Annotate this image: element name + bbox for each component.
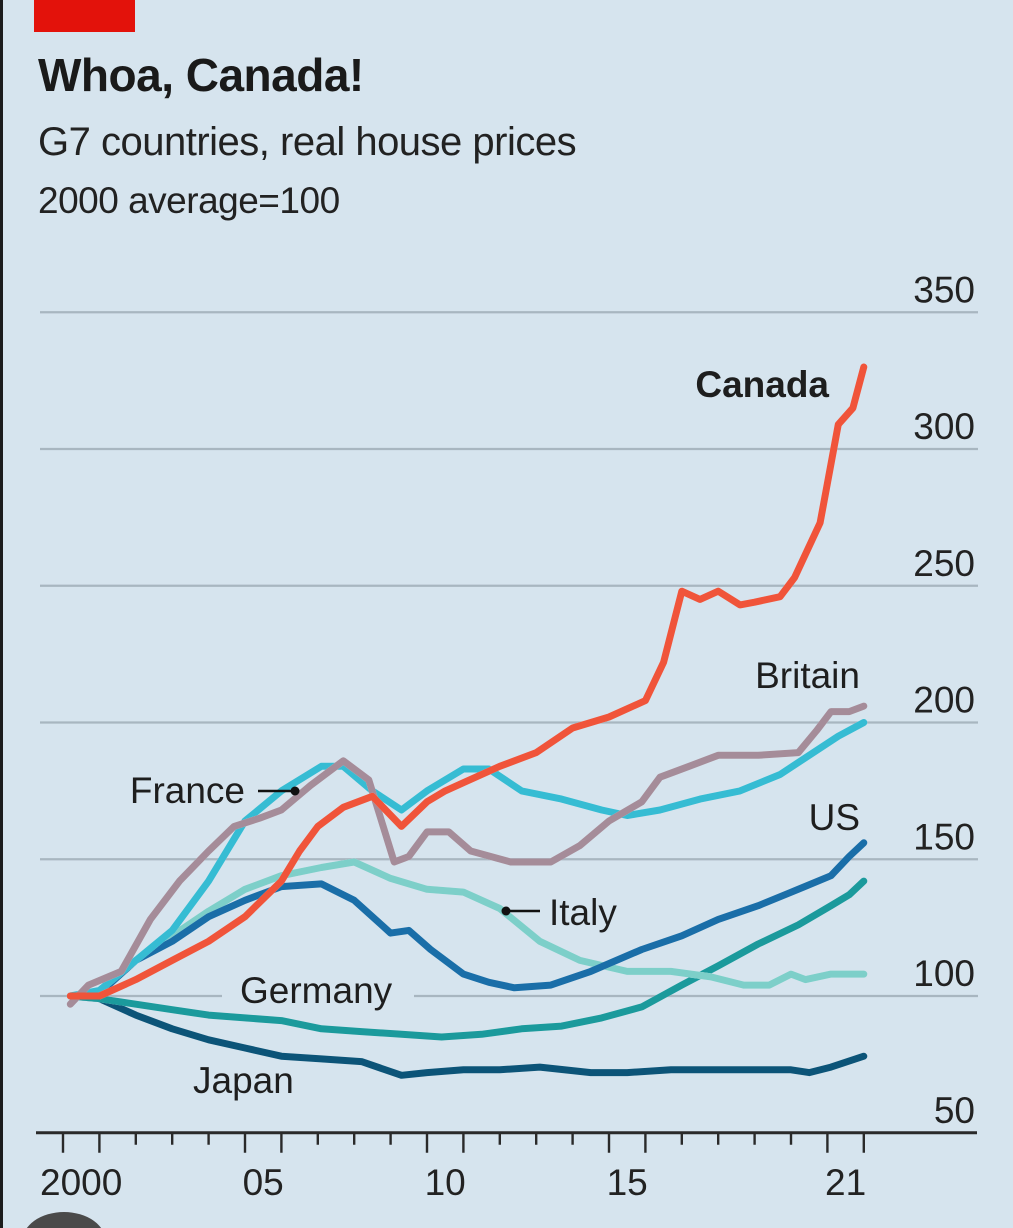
germany-label-bg [222, 985, 414, 1007]
series-label-italy: Italy [549, 892, 617, 933]
y-tick-label: 50 [934, 1090, 975, 1131]
x-axis: 2000 05 10 15 21 [36, 1131, 977, 1203]
series-lines [66, 363, 868, 1079]
series-label-japan: Japan [193, 1060, 294, 1101]
series-labels: Canada Britain France Italy US Germany J… [130, 364, 860, 1101]
series-halo-britain [66, 702, 868, 1008]
y-tick-label: 100 [913, 953, 975, 994]
series-label-germany: Germany [240, 970, 393, 1011]
series-label-britain: Britain [755, 655, 860, 696]
y-tick-label: 250 [913, 543, 975, 584]
x-tick-label: 05 [243, 1162, 284, 1203]
x-tick-label: 10 [425, 1162, 466, 1203]
series-label-us: US [809, 797, 860, 838]
series-line-italy [66, 858, 868, 1000]
series-line-canada [66, 363, 868, 1000]
series-line-france [66, 719, 868, 1000]
series-label-canada: Canada [695, 364, 829, 405]
y-tick-label: 350 [913, 269, 975, 310]
series-line-japan [66, 992, 868, 1079]
chart-subtitle: G7 countries, real house prices [38, 120, 577, 164]
y-axis: 50 100 150 200 250 300 350 [913, 269, 975, 1131]
x-tick-label: 2000 [40, 1162, 122, 1203]
y-tick-label: 300 [913, 406, 975, 447]
series-line-britain [66, 702, 868, 1008]
x-tick-label: 21 [825, 1162, 866, 1203]
x-tick-label: 15 [607, 1162, 648, 1203]
annotations [258, 786, 540, 916]
chart-title: Whoa, Canada! [38, 49, 364, 101]
italy-leader-dot [501, 906, 511, 916]
series-line-us [66, 839, 868, 1000]
overlay-button[interactable] [22, 1212, 106, 1228]
unit-note: 2000 average=100 [38, 180, 340, 221]
series-line-germany [66, 877, 868, 1041]
brand-tag [34, 0, 135, 32]
y-tick-label: 200 [913, 680, 975, 721]
y-tick-label: 150 [913, 816, 975, 857]
series-label-france: France [130, 770, 245, 811]
france-leader-dot [290, 786, 300, 796]
